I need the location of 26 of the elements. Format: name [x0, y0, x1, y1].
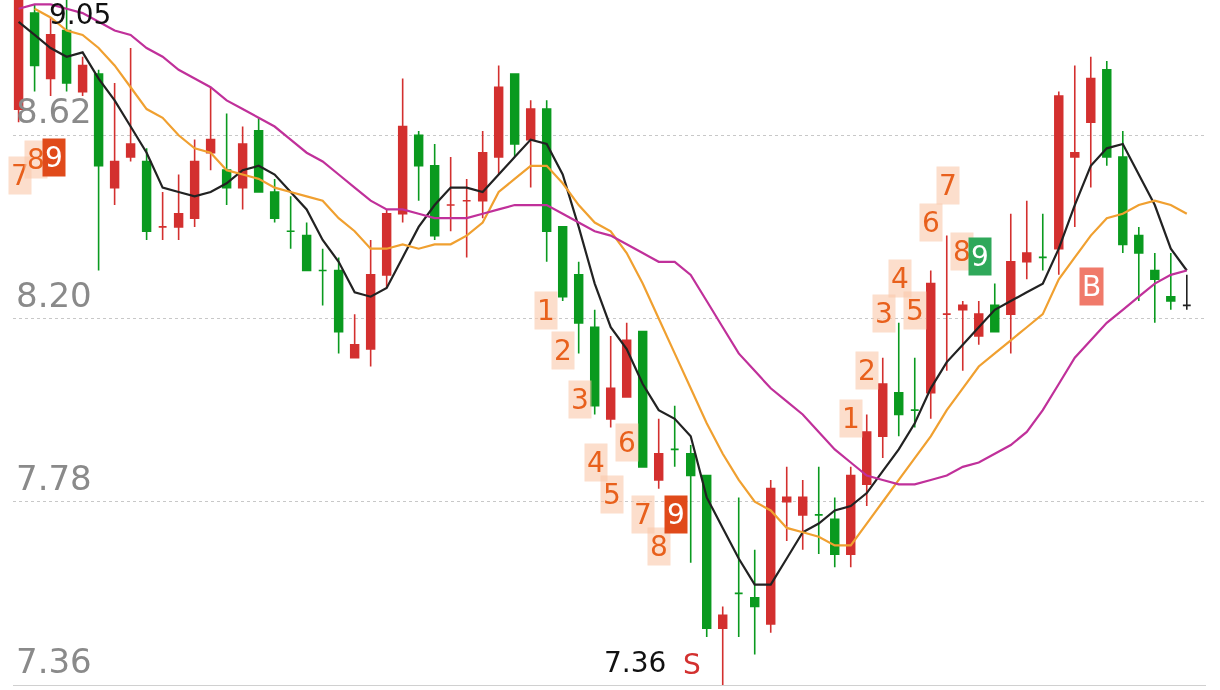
annotation: B: [1082, 270, 1102, 303]
annotation: 6: [922, 206, 940, 239]
annotation: 1: [842, 402, 860, 435]
annotation: 6: [618, 426, 636, 459]
annotation: 2: [858, 354, 876, 387]
annotation: 2: [554, 334, 572, 367]
annotation: S: [683, 648, 701, 681]
annotation: 8: [27, 143, 45, 176]
annotation: 4: [587, 446, 605, 479]
annotation: 9: [667, 498, 685, 531]
annotation: 8: [650, 530, 668, 563]
annotation: 9: [45, 141, 63, 174]
annotation: 5: [603, 478, 621, 511]
annotation: 7: [634, 498, 652, 531]
annotation: 7.36: [604, 646, 667, 679]
annotation: 3: [571, 383, 589, 416]
annotation: 4: [891, 262, 909, 295]
y-tick-label: 7.78: [16, 457, 92, 498]
y-tick-label: 7.36: [16, 641, 92, 682]
annotation: 5: [906, 294, 924, 327]
y-tick-label: 8.20: [16, 274, 92, 315]
annotation: 3: [875, 297, 893, 330]
annotation: 7: [11, 159, 29, 192]
annotation: 7: [939, 169, 957, 202]
annotation: 1: [537, 294, 555, 327]
annotation: 9: [971, 240, 989, 273]
